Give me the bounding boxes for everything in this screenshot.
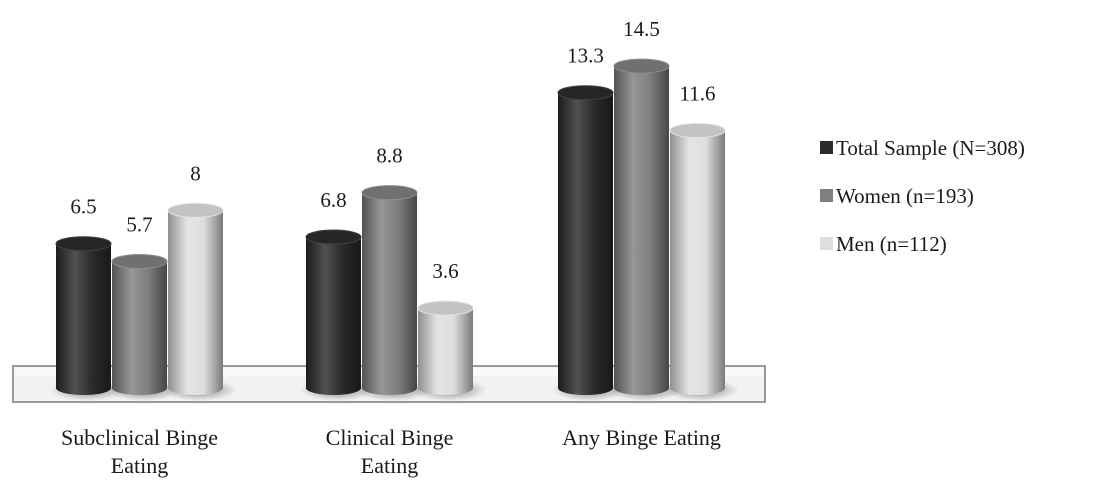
data-label-1-1: 8.8: [376, 144, 402, 168]
data-label-0-2: 8: [190, 161, 201, 185]
category-labels-group: Subclinical Binge Eating Clinical Binge Eat…: [61, 425, 721, 478]
legend-label-2: Men (n=112): [836, 232, 947, 256]
bar-1-2: [412, 300, 487, 401]
bar-2-1: [608, 58, 683, 401]
legend-item-0: Total Sample (N=308): [820, 136, 1025, 160]
legend-swatch-1: [820, 189, 833, 202]
legend: Total Sample (N=308) Women (n=193) Men (n=…: [820, 136, 1025, 256]
bar-1-0: [300, 229, 375, 401]
data-label-2-1: 14.5: [623, 17, 660, 41]
legend-label-0: Total Sample (N=308): [836, 136, 1025, 160]
category-label-2: Any Binge Eating: [562, 425, 721, 450]
data-label-1-0: 6.8: [320, 188, 346, 212]
data-label-2-0: 13.3: [567, 44, 604, 68]
bar-0-1: [106, 253, 181, 401]
legend-swatch-2: [820, 237, 833, 250]
data-label-0-0: 6.5: [70, 195, 96, 219]
category-label-1: Clinical Binge Eating: [326, 425, 454, 478]
bar-0-0: [50, 236, 125, 401]
legend-item-2: Men (n=112): [820, 232, 947, 256]
bar-0-2: [162, 202, 237, 401]
data-labels-group: 6.5 5.7 8 6.8 8.8 3.6 13.3 14.5 11.6: [70, 17, 715, 283]
bars-group: [50, 58, 739, 401]
legend-item-1: Women (n=193): [820, 184, 974, 208]
data-label-0-1: 5.7: [126, 212, 152, 236]
data-label-2-2: 11.6: [680, 81, 716, 105]
bar-2-0: [552, 85, 627, 401]
bar-2-2: [664, 122, 739, 401]
legend-swatch-0: [820, 141, 833, 154]
data-label-1-2: 3.6: [432, 259, 458, 283]
bar-1-1: [356, 185, 431, 401]
legend-label-1: Women (n=193): [836, 184, 974, 208]
category-label-0: Subclinical Binge Eating: [61, 425, 218, 478]
